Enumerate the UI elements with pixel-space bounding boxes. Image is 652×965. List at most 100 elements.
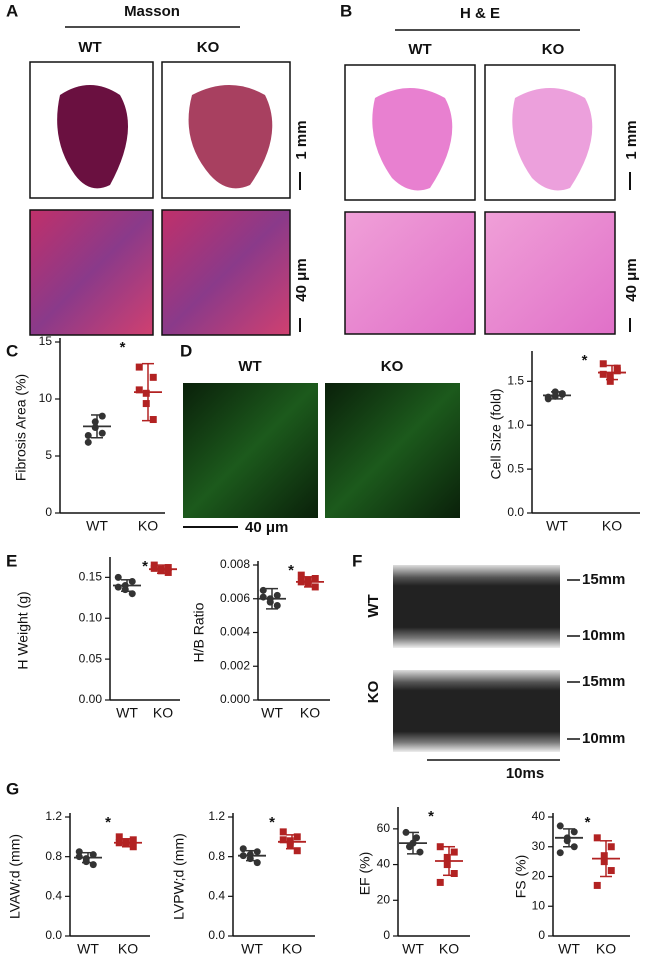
x-tick-label: KO xyxy=(602,518,622,534)
micro-image xyxy=(161,209,291,336)
data-point xyxy=(293,833,301,841)
x-tick-label: WT xyxy=(77,941,99,957)
data-point xyxy=(135,363,143,371)
data-point xyxy=(239,845,247,853)
scale-label: 40 μm xyxy=(245,519,288,536)
y-tick-label: 0.8 xyxy=(45,849,62,863)
data-point xyxy=(164,564,172,572)
y-axis-label: H/B Ratio xyxy=(191,602,207,662)
data-point xyxy=(607,867,615,875)
data-point xyxy=(450,848,458,856)
data-point xyxy=(606,377,614,385)
micro-image xyxy=(344,211,476,335)
fluorescence-image xyxy=(183,383,318,518)
x-tick-label: KO xyxy=(439,941,459,957)
y-tick-label: 40 xyxy=(532,809,546,823)
y-tick-label: 0.000 xyxy=(220,692,250,706)
micro-image xyxy=(29,209,154,336)
panel-label: A xyxy=(6,1,18,20)
panel-d: D WT KO 40 μm xyxy=(180,341,460,536)
panel-label: G xyxy=(6,779,19,798)
x-tick-label: WT xyxy=(261,705,283,721)
y-tick-label: 0.4 xyxy=(45,889,62,903)
panel-label: F xyxy=(352,551,362,570)
data-point xyxy=(149,373,157,381)
y-tick-label: 20 xyxy=(532,869,546,883)
data-point xyxy=(450,870,458,877)
scale-label: 40 μm xyxy=(623,258,640,301)
data-point xyxy=(286,841,294,849)
y-tick-label: 0.05 xyxy=(79,651,103,665)
significance: * xyxy=(582,352,588,369)
data-point xyxy=(600,852,608,860)
data-point xyxy=(311,575,319,582)
data-point xyxy=(593,881,601,889)
data-point xyxy=(599,370,607,378)
data-point xyxy=(279,836,287,844)
data-point xyxy=(293,847,301,855)
y-axis-label: LVAW;d (mm) xyxy=(7,834,23,919)
mmode-image xyxy=(393,670,560,752)
x-tick-label: KO xyxy=(138,518,158,534)
x-tick-label: KO xyxy=(118,941,138,957)
y-tick-label: 60 xyxy=(377,821,391,835)
x-tick-label: KO xyxy=(300,705,320,721)
row-label: KO xyxy=(365,680,382,703)
data-point xyxy=(129,836,137,844)
y-tick-label: 0.004 xyxy=(220,625,250,639)
data-point xyxy=(75,848,83,856)
stain-title: Masson xyxy=(124,3,180,20)
stain-title: H & E xyxy=(460,5,500,22)
data-point xyxy=(84,438,92,446)
data-point xyxy=(436,878,444,886)
mmode-image xyxy=(393,565,560,648)
x-tick-label: WT xyxy=(546,518,568,534)
data-point xyxy=(98,412,106,420)
y-tick-label: 0.00 xyxy=(79,692,103,706)
data-point xyxy=(114,573,122,581)
y-tick-label: 0.4 xyxy=(208,889,225,903)
significance: * xyxy=(120,339,126,356)
heart-image xyxy=(188,85,273,189)
y-axis-label: H Weight (g) xyxy=(15,591,31,669)
data-point xyxy=(142,400,150,408)
panel-label: C xyxy=(6,341,18,360)
y-axis-label: LVPW;d (mm) xyxy=(171,833,187,920)
data-point xyxy=(607,843,615,851)
significance: * xyxy=(269,814,275,831)
data-point xyxy=(406,843,413,851)
y-tick-label: 0.0 xyxy=(208,928,225,942)
panel-label: D xyxy=(180,341,192,360)
x-tick-label: WT xyxy=(558,941,580,957)
data-point xyxy=(402,828,410,836)
panel-f: F WT KO 15mm 10mm 15mm 10mm 10ms xyxy=(352,551,625,781)
y-tick-label: 0.002 xyxy=(220,658,250,672)
x-tick-label: KO xyxy=(153,705,173,721)
y-tick-label: 0.008 xyxy=(220,557,250,571)
y-tick-label: 10 xyxy=(39,391,53,405)
data-point xyxy=(570,828,578,836)
y-tick-label: 0.8 xyxy=(208,849,225,863)
data-point xyxy=(443,853,451,861)
y-tick-label: 30 xyxy=(532,839,546,853)
y-tick-label: 1.2 xyxy=(208,809,225,823)
significance: * xyxy=(585,814,591,831)
data-point xyxy=(273,602,281,609)
depth-label: 10mm xyxy=(582,627,625,644)
y-tick-label: 15 xyxy=(39,334,53,348)
panel-a: A Masson WT KO 1 mm 40 μm xyxy=(6,1,310,336)
data-point xyxy=(286,837,294,845)
y-tick-label: 0.15 xyxy=(79,570,103,584)
x-tick-label: KO xyxy=(282,941,302,957)
y-tick-label: 0.0 xyxy=(507,505,524,519)
data-point xyxy=(115,833,123,841)
x-tick-label: WT xyxy=(241,941,263,957)
data-point xyxy=(142,389,150,397)
scale-label: 40 μm xyxy=(293,258,310,301)
depth-label: 15mm xyxy=(582,673,625,690)
y-tick-label: 10 xyxy=(532,898,546,912)
data-point xyxy=(157,567,165,575)
data-point xyxy=(413,834,420,842)
data-point xyxy=(593,834,601,842)
depth-label: 15mm xyxy=(582,571,625,588)
